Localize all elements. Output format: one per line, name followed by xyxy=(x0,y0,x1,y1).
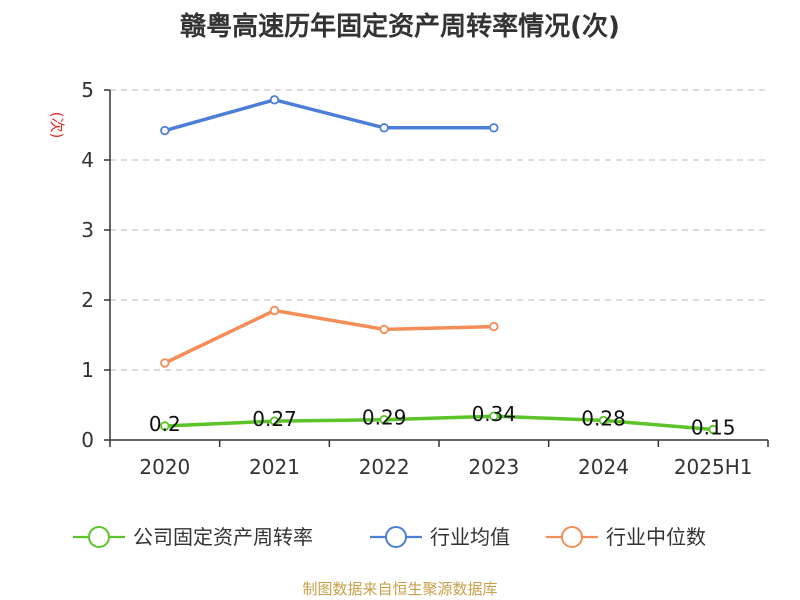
y-tick-label: 4 xyxy=(81,148,94,172)
data-point xyxy=(489,411,499,421)
legend-marker xyxy=(385,526,407,548)
y-tick-label: 2 xyxy=(81,288,94,312)
data-label: 0.34 xyxy=(472,402,517,426)
series-line-0 xyxy=(164,414,714,432)
y-axis-label: (次) xyxy=(48,112,66,139)
data-label: 0.15 xyxy=(691,416,736,440)
data-point xyxy=(708,424,718,435)
data-label: 0.28 xyxy=(581,406,626,430)
legend-label: 行业中位数 xyxy=(606,525,706,549)
x-tick-label: 2021 xyxy=(249,455,300,479)
x-tick-label: 2022 xyxy=(359,455,410,479)
x-tick-label: 2020 xyxy=(139,455,190,479)
x-tick-label: 2023 xyxy=(468,455,519,479)
data-label: 0.27 xyxy=(252,407,297,431)
legend-label: 公司固定资产周转率 xyxy=(133,525,313,549)
data-point xyxy=(160,358,170,368)
data-point xyxy=(269,416,280,426)
data-point xyxy=(269,305,280,316)
x-tick-label: 2025H1 xyxy=(674,455,753,479)
data-point xyxy=(489,123,499,133)
x-tick-label: 2024 xyxy=(578,455,629,479)
y-tick-label: 1 xyxy=(81,358,94,382)
y-tick-label: 0 xyxy=(81,428,94,452)
y-tick-label: 3 xyxy=(81,218,94,242)
source-note: 制图数据来自恒生聚源数据库 xyxy=(302,580,498,598)
series-line-2 xyxy=(164,308,494,365)
legend-marker xyxy=(561,526,583,548)
data-point xyxy=(598,415,609,426)
data-point xyxy=(379,123,389,133)
data-label: 0.29 xyxy=(362,406,407,430)
legend-label: 行业均值 xyxy=(430,525,510,549)
data-point xyxy=(489,321,499,332)
data-point xyxy=(160,421,170,431)
series-line-1 xyxy=(164,98,494,133)
data-point xyxy=(160,125,170,136)
data-point xyxy=(379,324,389,335)
data-point xyxy=(379,415,389,425)
data-label: 0.2 xyxy=(149,412,181,436)
legend-marker xyxy=(88,526,110,548)
data-point xyxy=(269,95,280,105)
chart-title: 赣粤高速历年固定资产周转率情况(次) xyxy=(180,12,620,42)
y-tick-label: 5 xyxy=(81,78,94,102)
